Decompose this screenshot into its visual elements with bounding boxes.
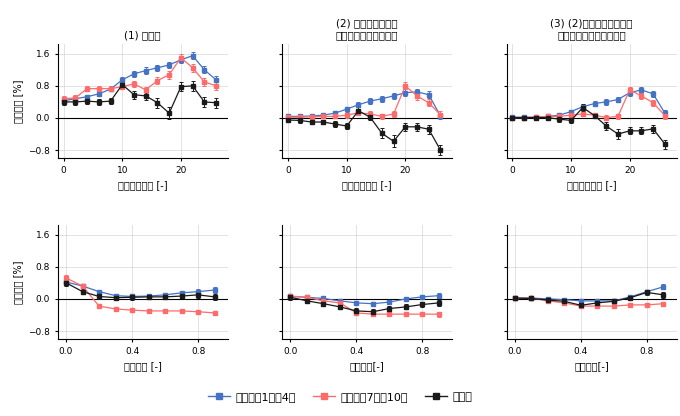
Title: (2) 巻雲シグナルと
大気の量を用いて補正: (2) 巻雲シグナルと 大気の量を用いて補正 [336,18,398,40]
X-axis label: 雲被覆率[-]: 雲被覆率[-] [350,361,385,371]
X-axis label: 巻雲シグナル [-]: 巻雲シグナル [-] [118,181,167,191]
Y-axis label: 推定誤差 [%]: 推定誤差 [%] [13,79,22,123]
Legend: 北半球の1月～4月, 北半球の7月～10月, 南半球: 北半球の1月～4月, 北半球の7月～10月, 南半球 [203,387,477,406]
Y-axis label: 推定誤差 [%]: 推定誤差 [%] [13,260,22,304]
X-axis label: 雲被覆率[-]: 雲被覆率[-] [574,361,609,371]
Title: (3) (2)に加えて上下濃度
比の推定値も用いて補正: (3) (2)に加えて上下濃度 比の推定値も用いて補正 [550,18,633,40]
X-axis label: 巻雲シグナル [-]: 巻雲シグナル [-] [343,181,392,191]
X-axis label: 雲被覆率 [-]: 雲被覆率 [-] [124,361,162,371]
Title: (1) 補正前: (1) 補正前 [124,30,161,40]
X-axis label: 巻雲シグナル [-]: 巻雲シグナル [-] [567,181,616,191]
